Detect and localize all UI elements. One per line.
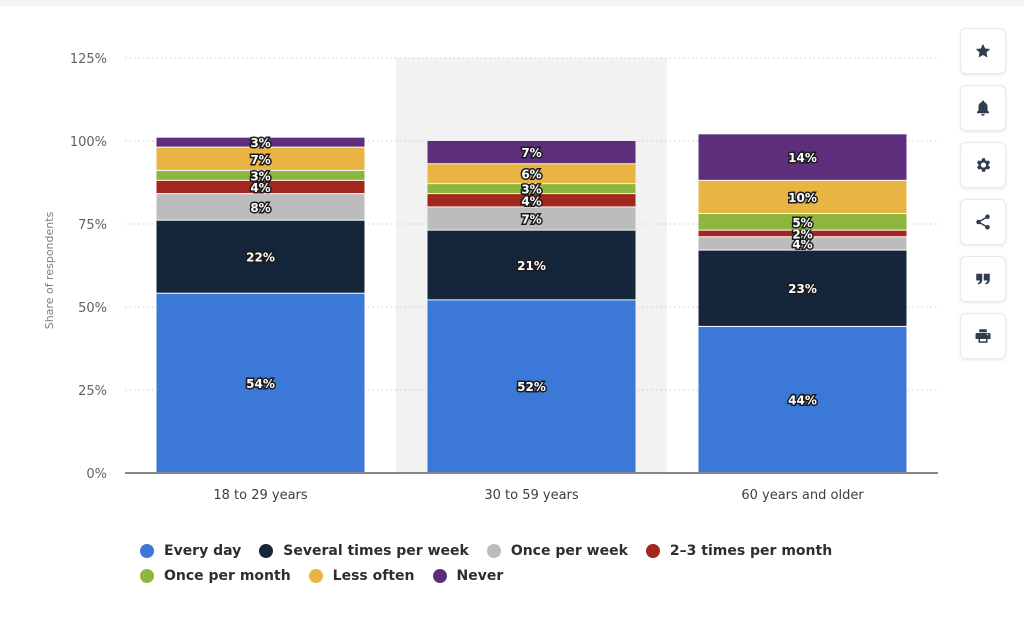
y-axis-title: Share of respondents	[43, 211, 56, 329]
legend-item-2-3-times-per-month[interactable]: 2–3 times per month	[645, 542, 833, 559]
data-label: 7%	[250, 153, 270, 167]
data-label: 7%	[521, 213, 541, 227]
bar-segment	[427, 164, 636, 184]
favorite-button[interactable]	[960, 28, 1006, 74]
legend-row: Every day Several times per week Once pe…	[140, 538, 900, 563]
legend-swatch	[432, 568, 447, 583]
bar-segment	[156, 194, 365, 220]
legend-item-less-often[interactable]: Less often	[308, 567, 415, 584]
legend-item-never[interactable]: Never	[432, 567, 504, 584]
x-category-label: 60 years and older	[741, 488, 864, 503]
y-tick-label: 100%	[70, 135, 107, 150]
chart-plot: 0% 25% 50% 75% 100% 125% Share of respondents 5…	[43, 52, 938, 503]
data-label: 4%	[521, 194, 541, 208]
y-tick-label: 50%	[78, 301, 107, 316]
legend-label: Several times per week	[283, 542, 469, 559]
data-label: 8%	[250, 201, 270, 215]
legend-item-once-per-month[interactable]: Once per month	[140, 568, 291, 584]
legend-swatch	[486, 543, 501, 558]
legend-label: 2–3 times per month	[669, 542, 833, 559]
x-category-label: 30 to 59 years	[484, 488, 579, 503]
bar-segment	[156, 293, 365, 472]
legend-label: Once per month	[164, 567, 291, 584]
star-icon	[975, 43, 991, 58]
legend-label: Less often	[332, 567, 415, 584]
share-button[interactable]	[960, 199, 1006, 245]
quote-icon	[976, 273, 990, 285]
data-label: 4%	[250, 181, 270, 195]
legend-item-several-times-per-week[interactable]: Several times per week	[259, 543, 469, 559]
legend-swatch	[140, 543, 154, 558]
settings-button[interactable]	[960, 142, 1006, 188]
data-label: 22%	[246, 251, 275, 265]
data-label: 21%	[517, 259, 546, 273]
data-label: 3%	[250, 136, 270, 150]
notification-button[interactable]	[960, 85, 1006, 131]
bar-segment	[156, 137, 365, 147]
legend-label: Once per week	[510, 542, 628, 559]
bar-segment	[698, 214, 907, 230]
data-label: 14%	[788, 151, 817, 165]
legend-swatch	[259, 543, 274, 558]
legend-item-once-per-week[interactable]: Once per week	[486, 542, 628, 559]
legend-swatch	[308, 568, 323, 583]
bar-segment	[427, 207, 636, 230]
bar-segment	[156, 147, 365, 170]
chart-legend: Every day Several times per week Once pe…	[140, 538, 900, 588]
bar-segment	[698, 134, 907, 180]
x-category-label: 18 to 29 years	[213, 488, 308, 503]
legend-label: Never	[456, 567, 504, 584]
data-label: 4%	[792, 237, 812, 251]
bar-segment	[156, 170, 365, 180]
data-label: 2%	[792, 227, 812, 241]
data-label: 7%	[521, 146, 541, 160]
bar-segment	[698, 250, 907, 326]
data-label: 5%	[792, 216, 812, 230]
share-icon	[976, 214, 990, 230]
bar-segment	[427, 230, 636, 300]
chart-card: 0% 25% 50% 75% 100% 125% Share of respondents 5…	[0, 6, 1024, 629]
data-label: 44%	[788, 393, 817, 407]
bar-segment	[698, 180, 907, 214]
y-tick-label: 125%	[70, 52, 107, 67]
data-label: 3%	[250, 169, 270, 183]
bar-segment	[698, 230, 907, 237]
bell-icon	[977, 100, 989, 116]
bar-segment	[698, 237, 907, 250]
y-tick-label: 75%	[78, 218, 107, 233]
legend-swatch	[645, 543, 660, 558]
data-label: 54%	[246, 377, 275, 391]
data-label: 52%	[517, 380, 546, 394]
chart-toolbar	[960, 28, 1006, 370]
cite-button[interactable]	[960, 256, 1006, 302]
bar-segment	[156, 180, 365, 194]
y-tick-label: 0%	[86, 467, 107, 482]
y-tick-label: 25%	[78, 384, 107, 399]
bar-segment	[427, 141, 636, 164]
data-label: 3%	[521, 183, 541, 197]
print-button[interactable]	[960, 313, 1006, 359]
bar-segment	[427, 184, 636, 194]
data-label: 10%	[788, 191, 817, 205]
bar-segment	[427, 194, 636, 207]
bar-segment	[698, 326, 907, 472]
legend-row: Once per month Less often Never	[140, 563, 900, 588]
bar-segment	[156, 220, 365, 293]
data-label: 23%	[788, 282, 817, 296]
data-label: 6%	[521, 168, 541, 182]
legend-swatch	[140, 568, 154, 583]
gear-icon	[976, 158, 991, 172]
legend-label: Every day	[164, 542, 242, 559]
legend-item-every-day[interactable]: Every day	[140, 543, 241, 559]
bar-segment	[427, 300, 636, 472]
print-icon	[975, 329, 991, 343]
